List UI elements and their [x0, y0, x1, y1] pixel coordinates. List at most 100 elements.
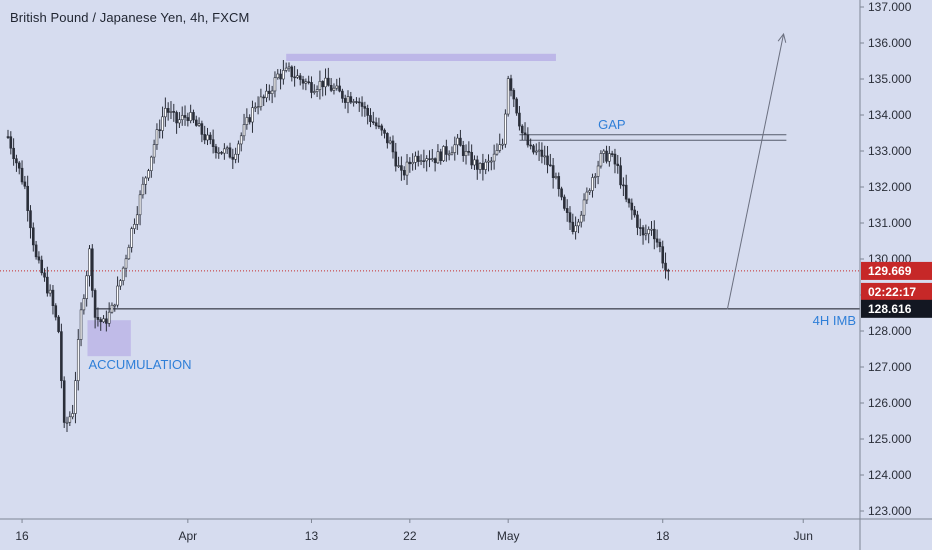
candle [459, 129, 462, 147]
candle-body [492, 153, 496, 162]
candle-body [71, 413, 74, 418]
candle [60, 323, 63, 389]
candle [268, 84, 271, 101]
candle [374, 117, 378, 130]
candle [186, 112, 190, 127]
candle [290, 65, 294, 82]
candle [386, 132, 389, 149]
candle-body [48, 289, 52, 294]
candle [402, 166, 406, 181]
candle [593, 173, 597, 189]
candle [57, 315, 60, 334]
candle-body [588, 190, 591, 193]
candle-body [214, 146, 218, 153]
price-tick-label: 131.000 [868, 216, 912, 230]
candle [428, 150, 431, 168]
candle [380, 123, 384, 136]
candle-body [46, 276, 49, 294]
candle-body [664, 262, 667, 271]
candle-body [161, 116, 164, 131]
candle [71, 404, 74, 420]
candle-body [546, 155, 549, 166]
candle-body [237, 143, 240, 155]
candle-body [169, 111, 173, 113]
candle [211, 129, 215, 154]
candle-body [416, 155, 420, 162]
price-tick-label: 133.000 [868, 144, 912, 158]
candle-body [85, 275, 88, 299]
candle-body [312, 91, 316, 93]
candles-layer [6, 60, 670, 432]
candle [304, 78, 308, 91]
candle-body [200, 123, 204, 135]
candle [133, 218, 136, 234]
candle [425, 155, 428, 172]
candle [551, 158, 555, 189]
candle [478, 162, 482, 174]
candle [189, 104, 192, 124]
current-price-badge [861, 261, 932, 280]
candle [110, 302, 114, 314]
candle-body [431, 158, 434, 160]
price-tick-label: 136.000 [868, 36, 912, 50]
candle-body [627, 198, 631, 204]
candle-body [130, 228, 133, 248]
candle-body [155, 129, 159, 145]
candle [315, 85, 319, 97]
candle [152, 139, 156, 164]
candle [518, 106, 521, 131]
candle [610, 150, 614, 158]
chart-title: British Pound / Japanese Yen, 4h, FXCM [10, 10, 250, 25]
candle-body [164, 108, 167, 118]
candle-body [51, 289, 55, 307]
candle [481, 153, 485, 181]
candle [43, 268, 46, 282]
level-price-label: 128.616 [868, 302, 912, 316]
candle [534, 143, 538, 156]
candle [630, 198, 634, 220]
candle [456, 133, 459, 155]
candle-body [636, 214, 639, 228]
candle [6, 129, 10, 139]
candle [332, 83, 336, 95]
candle-body [262, 96, 266, 99]
level-price-badge [861, 299, 932, 318]
candle [661, 240, 665, 269]
candle-body [504, 113, 507, 145]
candle-body [478, 163, 482, 170]
badge-layer: 129.669 02:22:17 128.616 [861, 261, 932, 318]
candle-body [15, 158, 18, 164]
candle-body [568, 212, 572, 223]
candle-body [405, 161, 409, 176]
candle-body [400, 165, 403, 171]
price-tick-label: 128.000 [868, 324, 912, 338]
candle [242, 113, 246, 141]
candle-body [453, 144, 457, 153]
candle-body [20, 167, 24, 183]
candle [158, 119, 162, 139]
candle-body [248, 117, 251, 123]
candle [324, 68, 327, 96]
candle-body [433, 158, 437, 164]
candle-body [371, 121, 375, 123]
candle [259, 88, 263, 111]
candle-body [203, 134, 206, 141]
candle [371, 111, 375, 125]
candle [17, 161, 21, 175]
candle-body [31, 227, 35, 246]
candle-body [186, 117, 190, 121]
candle-body [582, 199, 586, 216]
candle-body [445, 146, 448, 155]
candle-body [99, 319, 103, 323]
candle-body [110, 304, 114, 313]
candle-body [290, 66, 294, 78]
candle [237, 140, 240, 163]
candle [178, 112, 181, 128]
candle-body [34, 244, 38, 258]
candle-body [105, 318, 108, 324]
candle [484, 158, 488, 175]
candle [54, 303, 58, 321]
